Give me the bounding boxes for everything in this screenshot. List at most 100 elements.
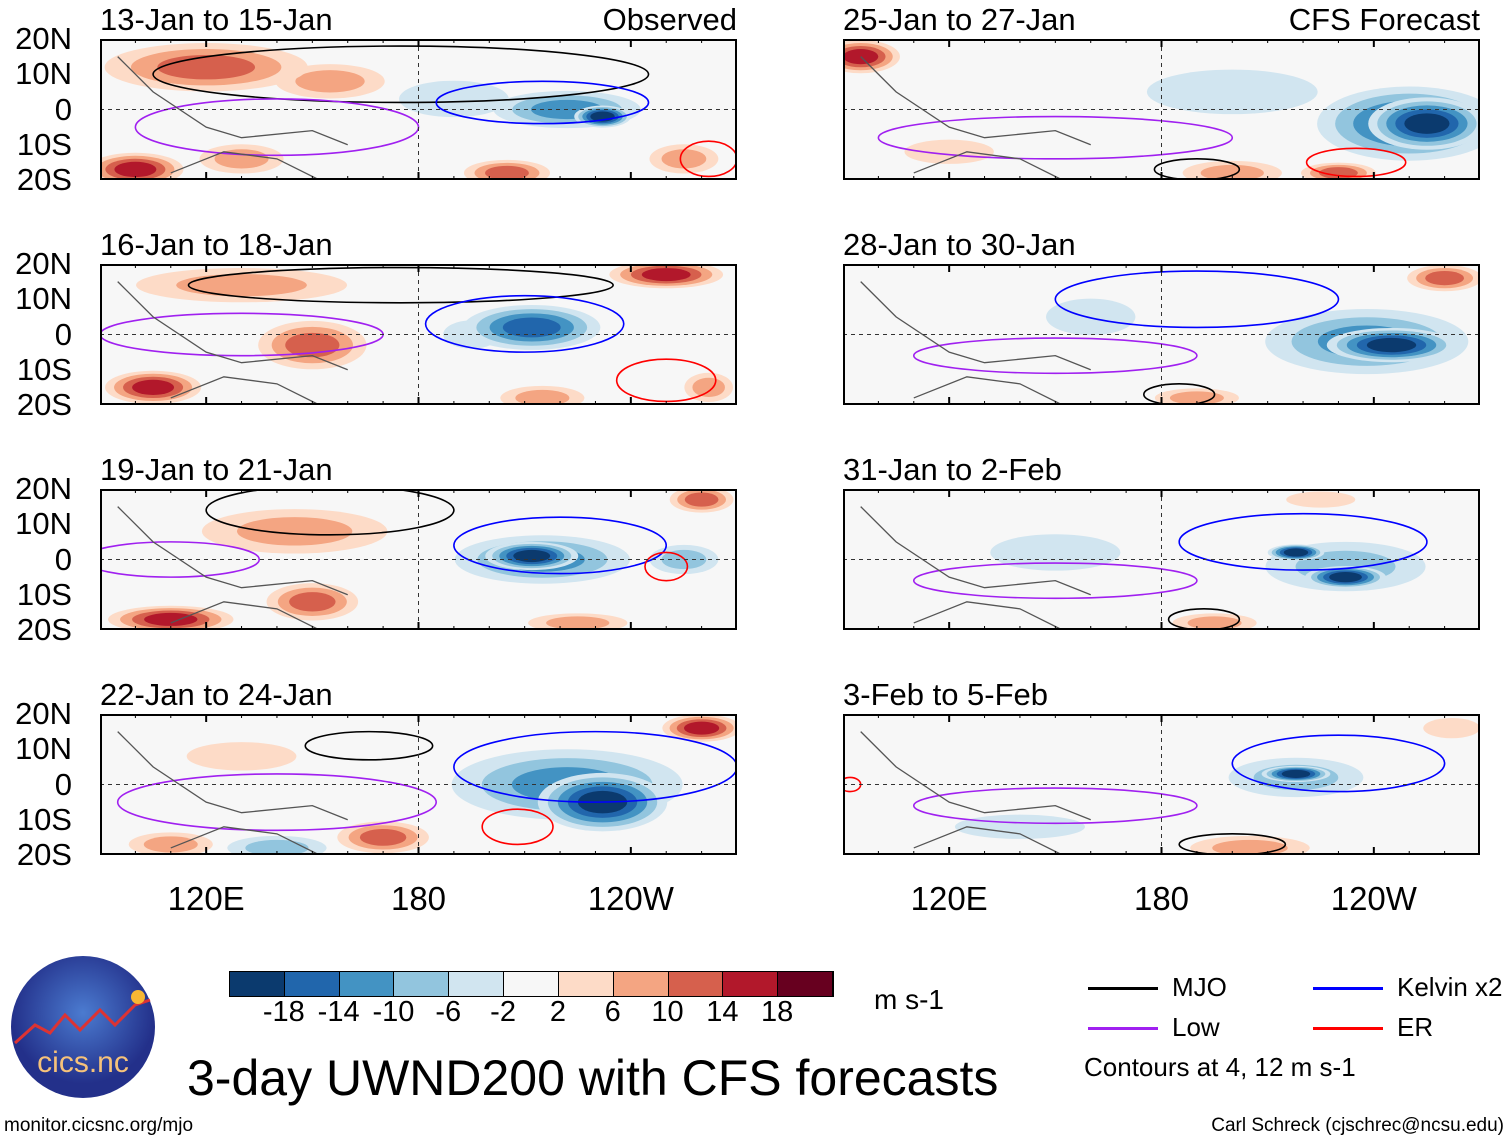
anomaly-shading bbox=[1423, 717, 1480, 739]
cics-logo: cics.nc bbox=[11, 956, 155, 1098]
coastline bbox=[860, 731, 1091, 821]
lat-tick-label: 0 bbox=[54, 766, 72, 802]
legend-label: ER bbox=[1397, 1012, 1434, 1042]
colorbar-swatch bbox=[504, 972, 559, 996]
anomaly-shading bbox=[1286, 491, 1356, 508]
colorbar-tick-label: -2 bbox=[490, 996, 516, 1028]
low-contour bbox=[912, 337, 1198, 375]
panel-title: 3-Feb to 5-Feb bbox=[843, 677, 1049, 712]
coastline bbox=[913, 601, 1063, 630]
anomaly-shading bbox=[641, 268, 691, 282]
lon-tick-label: 120E bbox=[910, 880, 988, 917]
colorbar bbox=[229, 971, 834, 997]
map-panel bbox=[100, 264, 737, 405]
lat-tick-label: 20S bbox=[16, 387, 72, 422]
colorbar-tick-label: 6 bbox=[604, 996, 621, 1028]
kelvin-contour bbox=[1178, 512, 1428, 571]
anomaly-shading bbox=[515, 389, 570, 405]
mjo-contour bbox=[1167, 608, 1241, 630]
panel-frame bbox=[843, 489, 1480, 630]
colorbar-swatch bbox=[394, 972, 450, 996]
anomaly-shading bbox=[513, 549, 551, 563]
mjo-contour bbox=[152, 45, 650, 104]
er-contour bbox=[1305, 147, 1407, 178]
coastline bbox=[117, 56, 348, 146]
coastline bbox=[860, 281, 1091, 371]
lat-tick-label: 20S bbox=[16, 837, 72, 872]
lat-tick-label: 10N bbox=[15, 281, 72, 317]
panel-frame bbox=[100, 39, 737, 180]
kelvin-contour bbox=[435, 80, 650, 125]
colorbar-swatch bbox=[613, 972, 669, 996]
chart-title: 3-day UWND200 with CFS forecasts bbox=[187, 1050, 999, 1106]
anomaly-shading bbox=[661, 149, 707, 169]
anomaly-shading bbox=[132, 379, 175, 396]
anomaly-shading bbox=[144, 612, 198, 626]
anomaly-shading bbox=[1200, 164, 1264, 180]
kelvin-contour bbox=[424, 294, 625, 353]
lat-tick-label: 20S bbox=[16, 612, 72, 647]
lat-tick-label: 0 bbox=[54, 541, 72, 577]
anomaly-shading bbox=[186, 742, 297, 771]
legend-label: MJO bbox=[1172, 972, 1227, 1002]
lat-tick-label: 20S bbox=[16, 162, 72, 197]
lat-tick-label: 10S bbox=[16, 801, 72, 837]
lon-tick-label: 120W bbox=[1330, 880, 1417, 917]
anomaly-shading bbox=[1283, 548, 1309, 557]
map-panel bbox=[843, 264, 1480, 405]
anomaly-shading bbox=[143, 836, 198, 853]
low-contour bbox=[116, 773, 437, 832]
anomaly-shading bbox=[1404, 113, 1450, 134]
contour-note: Contours at 4, 12 m s-1 bbox=[1084, 1052, 1356, 1082]
anomaly-shading bbox=[546, 616, 610, 630]
anomaly-shading bbox=[399, 80, 509, 118]
anomaly-shading bbox=[684, 492, 719, 507]
anomaly-shading bbox=[1187, 616, 1242, 630]
lat-tick-label: 10S bbox=[16, 576, 72, 612]
legend-line-mjo bbox=[1088, 987, 1158, 990]
logo-text: cics.nc bbox=[37, 1046, 129, 1079]
anomaly-shading bbox=[990, 534, 1121, 571]
anomaly-shading bbox=[1425, 270, 1465, 286]
anomaly-shading bbox=[114, 161, 157, 178]
lat-tick-label: 20N bbox=[15, 246, 72, 281]
colorbar-swatch bbox=[284, 972, 340, 996]
coastline bbox=[913, 376, 1063, 405]
colorbar-tick-label: -18 bbox=[262, 996, 305, 1028]
lat-tick-label: 10N bbox=[15, 56, 72, 92]
anomaly-shading bbox=[157, 54, 256, 80]
colorbar-tick-label: 18 bbox=[761, 996, 794, 1028]
colorbar-swatch bbox=[668, 972, 724, 996]
kelvin-contour bbox=[453, 516, 668, 575]
anomaly-shading bbox=[1146, 69, 1318, 115]
colorbar-tick-label: 14 bbox=[706, 996, 739, 1028]
er-contour bbox=[679, 140, 737, 178]
legend-label: Low bbox=[1172, 1012, 1220, 1042]
colorbar-swatch bbox=[449, 972, 505, 996]
anomaly-shading bbox=[236, 517, 353, 546]
map-panel bbox=[843, 39, 1480, 180]
colorbar-swatch bbox=[230, 972, 285, 996]
legend-line-er bbox=[1313, 1027, 1383, 1030]
coastline bbox=[860, 506, 1091, 596]
low-contour bbox=[912, 562, 1198, 600]
panel-title: 13-Jan to 15-Jan bbox=[100, 2, 333, 37]
er-contour bbox=[644, 551, 689, 582]
lat-tick-label: 10S bbox=[16, 126, 72, 162]
panel-title: 25-Jan to 27-Jan bbox=[843, 2, 1076, 37]
units-label: m s-1 bbox=[874, 984, 944, 1015]
anomaly-shading bbox=[843, 48, 879, 65]
kelvin-contour bbox=[453, 730, 737, 803]
coastline bbox=[913, 151, 1063, 180]
coastline bbox=[117, 731, 348, 821]
mjo-contour bbox=[1143, 383, 1216, 405]
lon-tick-label: 120W bbox=[587, 880, 674, 917]
colorbar-tick-label: -10 bbox=[372, 996, 415, 1028]
footer-url[interactable]: monitor.cicsnc.org/mjo bbox=[4, 1115, 194, 1136]
panel-frame bbox=[843, 39, 1480, 180]
mjo-contour bbox=[205, 489, 455, 536]
coastline bbox=[170, 376, 320, 405]
panel-title: 16-Jan to 18-Jan bbox=[100, 227, 333, 262]
anomaly-shading bbox=[904, 139, 994, 164]
panel-frame bbox=[100, 489, 737, 630]
